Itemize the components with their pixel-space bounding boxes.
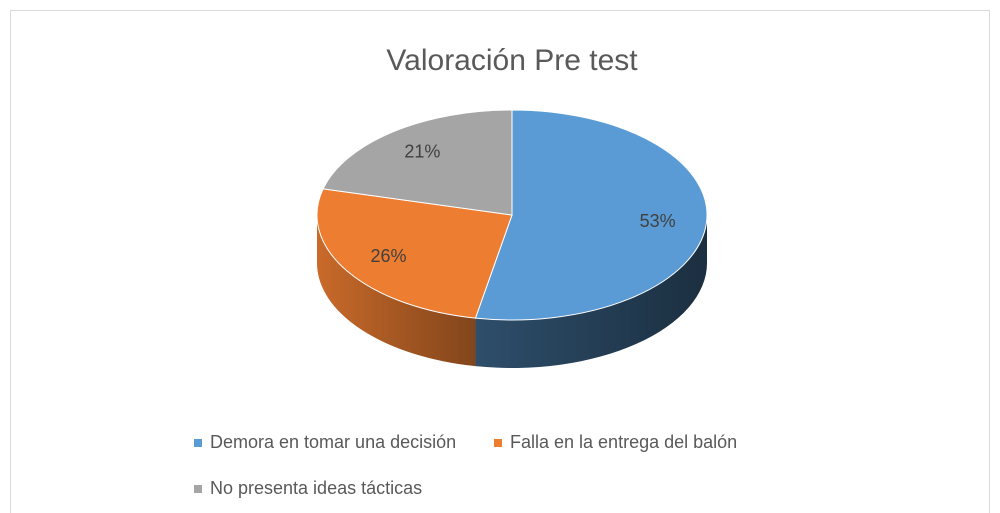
legend-swatch (194, 439, 202, 447)
legend-label: Demora en tomar una decisión (210, 432, 456, 452)
pie-slice (474, 109, 708, 321)
pie-slice (322, 109, 513, 216)
chart-title: Valoración Pre test (386, 44, 638, 77)
pie-side (317, 215, 476, 367)
data-label: 53% (640, 211, 676, 231)
legend-label: Falla en la entrega del balón (510, 432, 737, 452)
data-label: 26% (371, 246, 407, 266)
pie-side (475, 215, 707, 369)
legend-label: No presenta ideas tácticas (210, 478, 422, 498)
legend-swatch (194, 485, 202, 493)
data-label: 21% (404, 142, 440, 162)
pie-slice (316, 188, 513, 319)
legend-swatch (494, 439, 502, 447)
